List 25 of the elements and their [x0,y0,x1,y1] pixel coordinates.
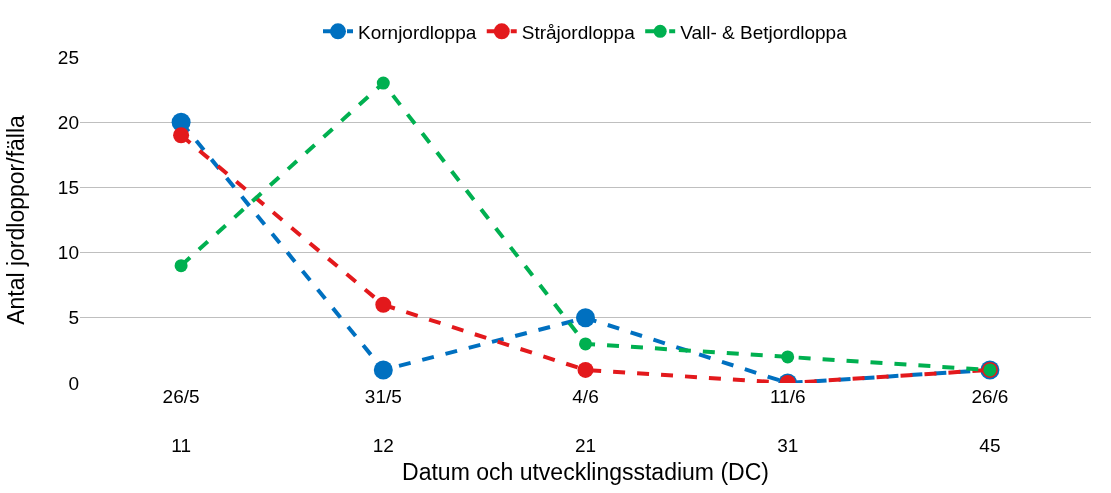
point [375,296,392,313]
y-tick-label: 15 [57,177,79,199]
point [376,76,390,90]
point [173,127,190,144]
y-tick-label: 20 [57,111,79,133]
y-tick-label: 10 [57,242,79,264]
y-axis-title: Antal jordloppor/fälla [3,114,29,325]
legend-label: Stråjordloppa [521,21,636,43]
point [577,361,594,378]
category-label: 26/5 11 [162,386,200,457]
legend-label: Kornjordloppa [358,21,477,43]
point [576,308,595,328]
legend-label: Vall- & Betjordloppa [680,21,848,43]
point [174,259,188,273]
category-label: 31/5 12 [364,386,402,457]
point [781,350,795,364]
y-tick-label: 25 [57,46,79,68]
x-axis-title: Datum och utvecklingsstadium (DC) [402,459,769,485]
point [373,360,393,380]
category-label: 11/6 31 [769,386,806,457]
y-tick-label: 5 [68,307,79,329]
y-tick-label: 0 [68,372,79,394]
point [579,337,592,351]
category-label: 4/6 21 [572,386,599,457]
category-label: 26/6 45 [971,386,1009,457]
